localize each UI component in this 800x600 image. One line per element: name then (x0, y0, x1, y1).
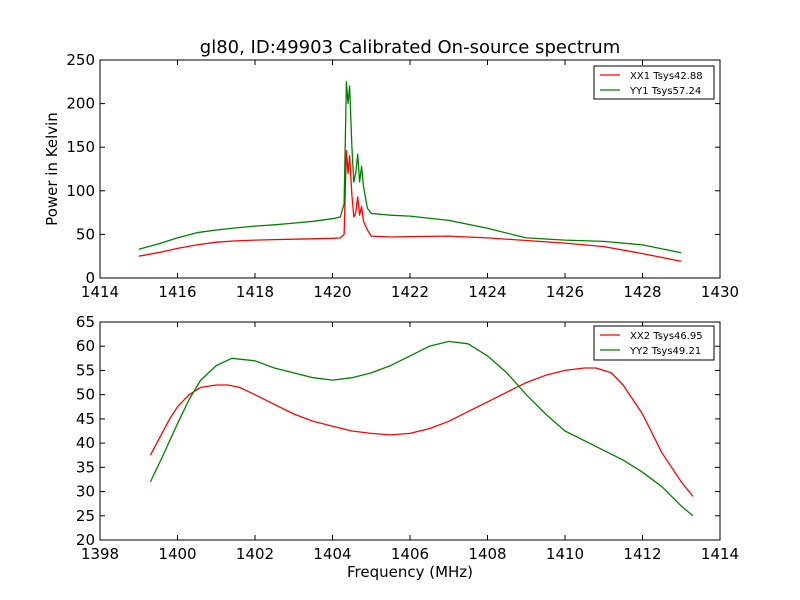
legend-label: XX1 Tsys42.88 (630, 71, 703, 82)
x-tick-label: 1404 (313, 545, 351, 563)
x-tick-label: 1422 (391, 283, 429, 301)
x-tick-label: 1398 (81, 545, 119, 563)
legend: XX1 Tsys42.88 YY1 Tsys57.24 (593, 65, 715, 100)
axes: 1398 1400 1402 1404 1406 1408 1410 1412 1414 20 25… (76, 313, 739, 563)
y-tick-label: 65 (76, 313, 95, 331)
series-line-2 (149, 340, 694, 517)
bottom-spectrum-plot: Frequency (MHz) 1398 1400 1402 1404 1406 1408… (76, 313, 739, 581)
x-tick-label: 1420 (313, 283, 351, 301)
x-axis-label: Frequency (MHz) (347, 563, 473, 581)
top-spectrum-plot: gl80, ID:49903 Calibrated On-source spec… (43, 37, 739, 301)
x-tick-label: 1414 (701, 545, 739, 563)
y-tick-label: 35 (76, 458, 95, 476)
y-tick-label: 0 (85, 269, 95, 287)
x-tick-label: 1408 (468, 545, 506, 563)
x-tick-label: 1424 (468, 283, 506, 301)
legend: XX2 Tsys46.95 YY2 Tsys49.21 (593, 325, 715, 361)
x-tick-label: 1400 (158, 545, 196, 563)
y-tick-label: 50 (76, 225, 95, 243)
series-line-2 (138, 81, 682, 254)
y-tick-label: 250 (66, 51, 95, 69)
legend-label: XX2 Tsys46.95 (630, 331, 703, 342)
x-tick-label: 1416 (158, 283, 196, 301)
y-tick-label: 40 (76, 434, 95, 452)
y-tick-label: 200 (66, 95, 95, 113)
x-tick-label: 1418 (236, 283, 274, 301)
y-axis-label: Power in Kelvin (43, 112, 61, 226)
x-tick-label: 1412 (623, 545, 661, 563)
series-line-1 (138, 150, 682, 263)
x-tick-label: 1414 (81, 283, 119, 301)
chart-title: gl80, ID:49903 Calibrated On-source spec… (200, 37, 620, 58)
legend-box (593, 65, 715, 100)
axes: 1414 1416 1418 1420 1422 1424 1426 1428 1430 0 50 1… (66, 51, 739, 301)
x-tick-label: 1426 (546, 283, 584, 301)
legend-label: YY2 Tsys49.21 (629, 346, 701, 357)
y-tick-label: 150 (66, 138, 95, 156)
x-tick-label: 1410 (546, 545, 584, 563)
legend-label: YY1 Tsys57.24 (629, 86, 701, 97)
legend-box (593, 325, 715, 361)
plot-area (149, 340, 694, 517)
plot-area (138, 81, 682, 263)
x-tick-label: 1406 (391, 545, 429, 563)
series-line-1 (149, 367, 694, 497)
x-tick-label: 1402 (236, 545, 274, 563)
x-tick-label: 1430 (701, 283, 739, 301)
y-tick-label: 55 (76, 361, 95, 379)
y-tick-label: 50 (76, 386, 95, 404)
y-tick-label: 60 (76, 337, 95, 355)
y-tick-label: 45 (76, 410, 95, 428)
y-tick-label: 30 (76, 483, 95, 501)
y-tick-label: 20 (76, 531, 95, 549)
y-tick-label: 25 (76, 507, 95, 525)
y-tick-label: 100 (66, 182, 95, 200)
x-tick-label: 1428 (623, 283, 661, 301)
